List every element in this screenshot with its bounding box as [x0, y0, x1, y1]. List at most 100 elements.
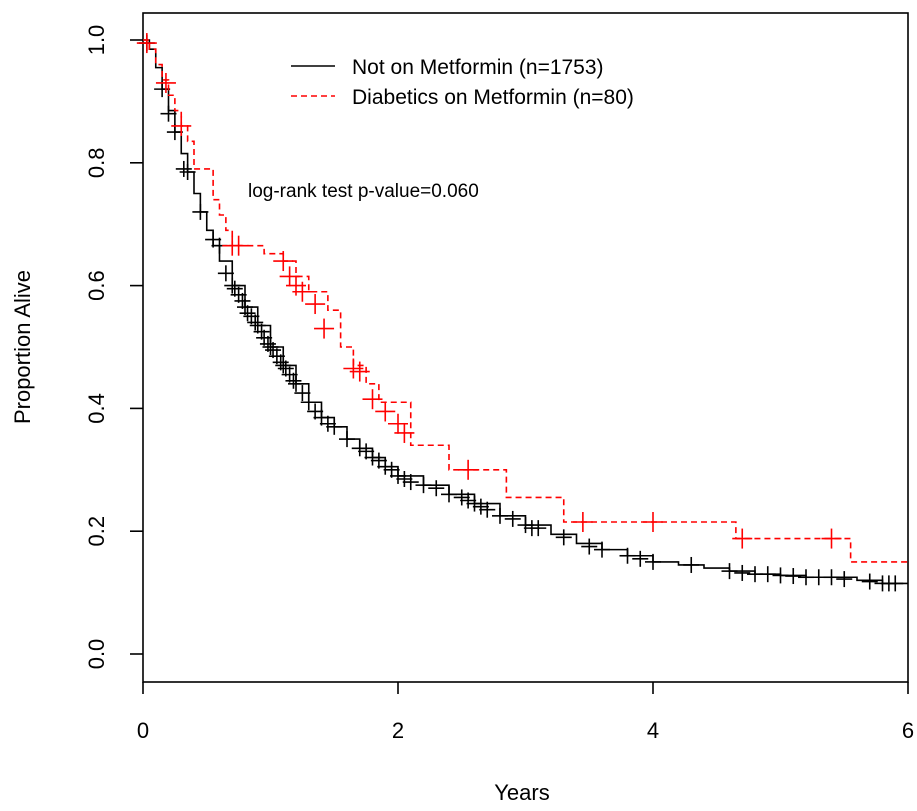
censor-mark-metformin [136, 33, 157, 54]
censor-mark-metformin [572, 511, 593, 532]
x-axis-title: Years [494, 780, 549, 805]
censor-mark-metformin [458, 459, 479, 480]
censor-mark-not-on-metformin [268, 348, 285, 365]
axes: 0 2 4 6 0.0 0.2 0.4 0.6 0.8 1.0 [84, 25, 914, 743]
censor-mark-not-on-metformin [492, 507, 508, 524]
series-line-metformin [143, 39, 908, 563]
censor-mark-not-on-metformin [277, 360, 294, 377]
censor-mark-not-on-metformin [237, 299, 253, 316]
series-metformin [136, 33, 908, 563]
censor-mark-metformin [292, 281, 313, 302]
censor-mark-not-on-metformin [230, 286, 247, 303]
censor-mark-metformin [375, 401, 396, 422]
plot-frame [142, 12, 909, 683]
censor-mark-metformin [228, 235, 249, 256]
censor-mark-not-on-metformin [504, 510, 521, 527]
logrank-annotation: log-rank test p-value=0.060 [248, 181, 479, 202]
censor-mark-not-on-metformin [453, 489, 470, 506]
censor-mark-not-on-metformin [555, 529, 572, 546]
censor-mark-not-on-metformin [179, 164, 196, 181]
y-tick-label: 0.8 [84, 148, 109, 179]
censor-mark-not-on-metformin [683, 556, 700, 573]
censor-mark-metformin [362, 389, 383, 410]
censor-mark-not-on-metformin [160, 105, 177, 122]
censor-mark-not-on-metformin [402, 474, 419, 491]
y-tick-label: 1.0 [84, 25, 109, 56]
censor-mark-not-on-metformin [517, 517, 534, 534]
x-tick-label: 0 [137, 718, 149, 743]
censor-mark-not-on-metformin [256, 329, 273, 346]
censor-mark-not-on-metformin [281, 366, 298, 383]
censor-mark-not-on-metformin [217, 265, 234, 282]
censor-mark-not-on-metformin [175, 160, 192, 177]
censor-mark-metformin [732, 528, 753, 549]
censor-mark-not-on-metformin [466, 495, 483, 512]
censor-mark-not-on-metformin [364, 449, 381, 466]
y-tick-label: 0.4 [84, 393, 109, 424]
censor-mark-not-on-metformin [479, 501, 496, 518]
censor-mark-metformin [821, 528, 842, 549]
censor-mark-not-on-metformin [249, 317, 266, 334]
censor-mark-not-on-metformin [234, 292, 251, 309]
y-tick-label: 0.6 [84, 270, 109, 301]
legend: Not on Metformin (n=1753) Diabetics on M… [291, 56, 634, 109]
censor-mark-not-on-metformin [823, 569, 840, 586]
censor-mark-not-on-metformin [861, 573, 878, 590]
censor-mark-not-on-metformin [396, 471, 413, 488]
censor-mark-not-on-metformin [645, 553, 661, 570]
censor-mark-not-on-metformin [759, 566, 776, 583]
x-tick-label: 2 [392, 718, 404, 743]
x-tick-label: 6 [902, 718, 914, 743]
censor-mark-not-on-metformin [415, 477, 432, 494]
censor-mark-not-on-metformin [243, 308, 260, 325]
censor-mark-not-on-metformin [253, 323, 270, 340]
censor-mark-not-on-metformin [226, 280, 243, 297]
censor-mark-not-on-metformin [285, 372, 302, 389]
censor-mark-not-on-metformin [472, 498, 489, 515]
censor-mark-not-on-metformin [383, 461, 400, 478]
censor-mark-metformin [155, 72, 176, 93]
censor-mark-not-on-metformin [351, 440, 368, 457]
censor-mark-not-on-metformin [581, 538, 598, 555]
censor-mark-not-on-metformin [224, 277, 241, 294]
censor-mark-not-on-metformin [358, 443, 375, 460]
censor-mark-not-on-metformin [247, 314, 264, 331]
censor-mark-not-on-metformin [205, 231, 222, 248]
censor-mark-not-on-metformin [339, 431, 355, 448]
censor-mark-not-on-metformin [441, 486, 457, 503]
censor-mark-not-on-metformin [300, 394, 317, 411]
censor-mark-not-on-metformin [390, 467, 406, 484]
legend-label-metformin: Diabetics on Metformin (n=80) [352, 86, 634, 109]
censor-mark-not-on-metformin [460, 492, 477, 509]
censor-mark-not-on-metformin [785, 568, 802, 585]
x-tick-label: 4 [647, 718, 659, 743]
y-tick-label: 0.2 [84, 516, 109, 547]
censor-mark-not-on-metformin [239, 305, 256, 322]
censor-mark-metformin [171, 115, 192, 136]
censor-mark-metformin [273, 251, 294, 272]
legend-label-not-on-metformin: Not on Metformin (n=1753) [352, 56, 604, 79]
censor-mark-not-on-metformin [307, 403, 324, 420]
censor-mark-not-on-metformin [594, 541, 610, 558]
censor-mark-not-on-metformin [313, 409, 330, 426]
censor-mark-not-on-metformin [632, 550, 649, 567]
censor-mark-not-on-metformin [428, 480, 445, 497]
censor-mark-not-on-metformin [377, 458, 394, 475]
censor-mark-metformin [349, 361, 370, 382]
censor-mark-not-on-metformin [721, 563, 738, 580]
censor-mark-not-on-metformin [288, 375, 304, 392]
y-axis-title: Proportion Alive [10, 270, 35, 424]
censor-mark-not-on-metformin [619, 547, 636, 564]
censor-mark-not-on-metformin [192, 203, 209, 220]
censor-mark-not-on-metformin [887, 575, 904, 592]
censor-mark-metformin [394, 422, 415, 443]
censor-mark-metformin [643, 511, 663, 532]
censor-mark-not-on-metformin [530, 520, 547, 537]
censor-mark-not-on-metformin [154, 81, 171, 98]
censor-mark-not-on-metformin [319, 415, 336, 432]
censor-mark-metformin [305, 294, 326, 315]
censor-mark-not-on-metformin [166, 124, 183, 141]
censor-mark-not-on-metformin [265, 342, 282, 359]
censor-mark-metformin [314, 318, 335, 339]
